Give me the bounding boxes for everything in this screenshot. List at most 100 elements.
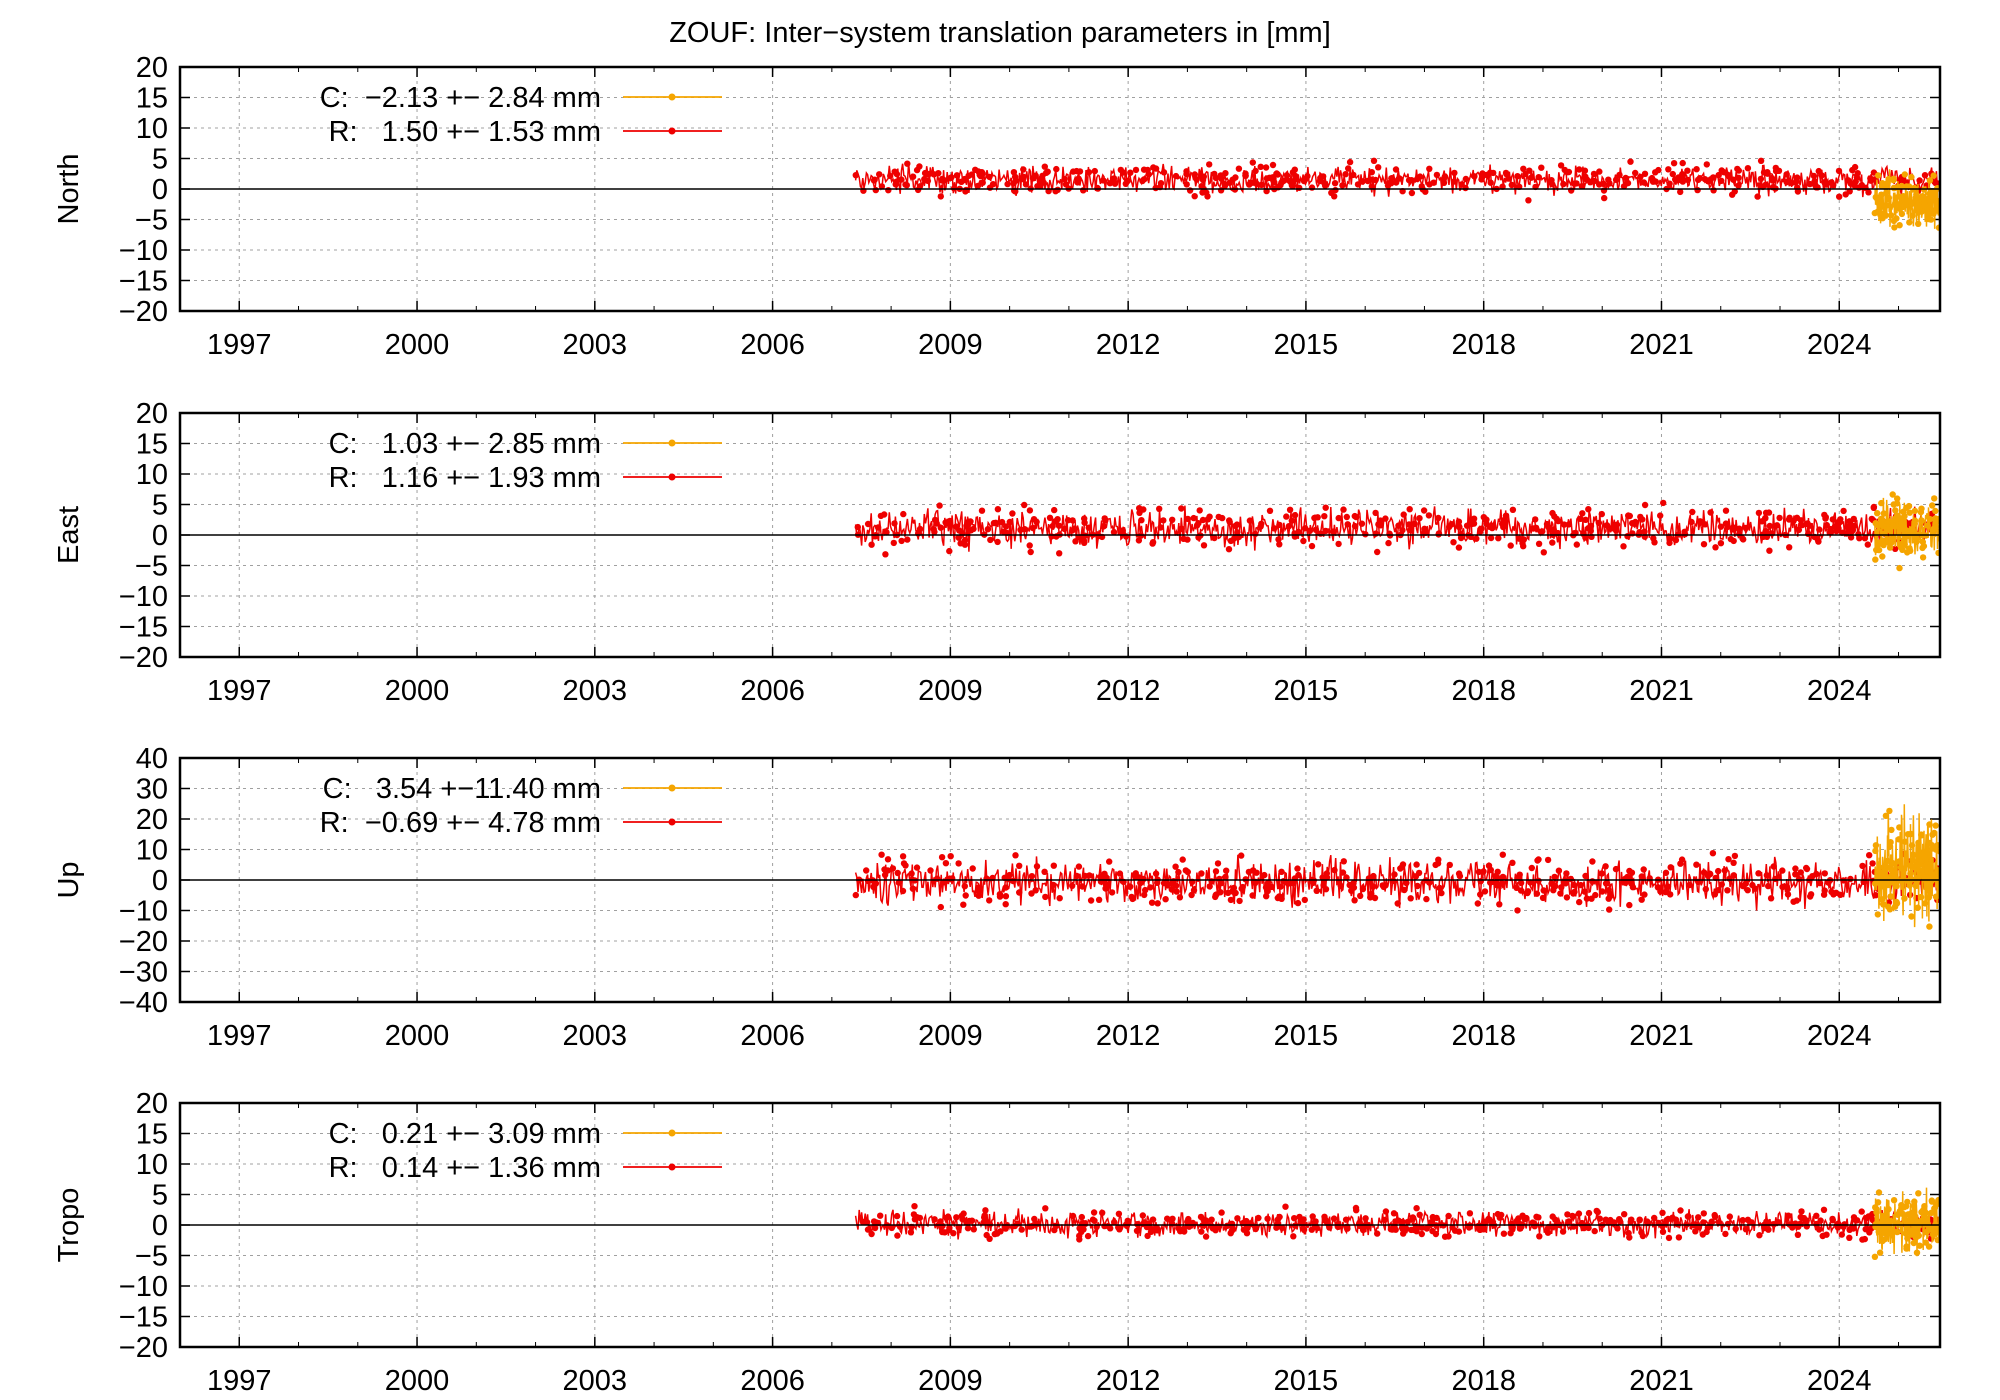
y-tick-label: 20 (136, 398, 168, 430)
data-point (1268, 883, 1275, 891)
data-point (1701, 521, 1709, 528)
data-point (1195, 534, 1202, 541)
data-point (1669, 1214, 1676, 1221)
data-point (1027, 548, 1034, 556)
data-point (1313, 1224, 1320, 1231)
data-point (1775, 1219, 1782, 1226)
data-point (1806, 180, 1814, 188)
series-C (1871, 1187, 1940, 1261)
data-point (1509, 506, 1517, 513)
data-point (1665, 166, 1672, 173)
x-tick-label: 2012 (1096, 1365, 1161, 1397)
y-axis-label: East (53, 506, 85, 564)
data-point (1805, 530, 1812, 537)
data-point (1385, 539, 1392, 547)
y-tick-label: −30 (119, 957, 168, 989)
data-point (1319, 874, 1326, 881)
data-point (1837, 516, 1844, 523)
data-point (1222, 873, 1229, 881)
data-point (1423, 1225, 1431, 1232)
data-point (1624, 533, 1631, 540)
data-point (1722, 1230, 1729, 1238)
x-tick-label: 2012 (1096, 1020, 1161, 1052)
data-point (1477, 528, 1484, 535)
x-tick-label: 2012 (1096, 329, 1161, 361)
data-point (1211, 170, 1218, 178)
data-point (1536, 1233, 1543, 1240)
data-point (1221, 182, 1229, 190)
data-point (1880, 541, 1887, 549)
data-point (1477, 891, 1484, 898)
data-point (1540, 887, 1547, 894)
data-point (1214, 860, 1222, 867)
data-point (1051, 506, 1058, 514)
data-point (1262, 164, 1270, 171)
data-point (1885, 1206, 1892, 1213)
series-C (1872, 804, 1940, 930)
data-point (1819, 1232, 1826, 1240)
data-point (1903, 1243, 1910, 1250)
data-point (864, 1226, 872, 1233)
data-point (1587, 522, 1595, 530)
x-tick-label: 2024 (1807, 329, 1872, 361)
data-point (1934, 185, 1940, 192)
data-point (1666, 539, 1673, 547)
data-point (1440, 179, 1448, 186)
data-point (1652, 178, 1660, 185)
data-point (1880, 883, 1887, 890)
data-point (1626, 901, 1633, 909)
data-point (1901, 1215, 1908, 1223)
data-point (1900, 196, 1908, 203)
data-point (902, 862, 909, 869)
data-point (1886, 1225, 1894, 1233)
data-point (1890, 522, 1897, 530)
data-point (1368, 176, 1375, 183)
data-point (1581, 167, 1589, 174)
data-point (1374, 548, 1381, 556)
legend-marker-R (668, 1163, 676, 1171)
data-point (1095, 532, 1102, 540)
data-point (1398, 1224, 1406, 1232)
data-point (1596, 181, 1603, 188)
data-point (1351, 897, 1358, 904)
series-C (1872, 491, 1940, 572)
data-point (1208, 1216, 1215, 1223)
data-point (1911, 507, 1919, 515)
data-point (1555, 867, 1563, 874)
y-tick-label: 20 (136, 804, 168, 836)
data-point (1370, 157, 1378, 164)
data-point (1099, 1209, 1106, 1217)
data-point (1915, 873, 1922, 881)
data-point (1926, 923, 1933, 930)
data-point (1918, 517, 1925, 524)
data-point (1596, 168, 1603, 175)
data-point (1078, 1213, 1086, 1221)
data-point (864, 520, 872, 528)
y-tick-label: 20 (136, 1088, 168, 1120)
data-point (1500, 1230, 1508, 1237)
data-point (1339, 869, 1347, 876)
data-point (1539, 528, 1546, 535)
data-point (1734, 165, 1741, 173)
data-point (1391, 871, 1398, 878)
data-point (1638, 896, 1645, 903)
data-point (1276, 893, 1283, 900)
x-tick-label: 2009 (918, 329, 983, 361)
data-point (1416, 173, 1424, 180)
data-point (1199, 516, 1207, 524)
data-point (1859, 862, 1866, 870)
data-point (1660, 499, 1667, 507)
data-point (1889, 491, 1896, 498)
data-point (878, 183, 886, 190)
data-point (1918, 208, 1925, 215)
y-axis-label: Tropo (53, 1188, 85, 1263)
data-point (1595, 519, 1603, 527)
data-point (1932, 507, 1939, 515)
data-point (1872, 880, 1879, 887)
data-point (1878, 499, 1885, 507)
data-point (1286, 178, 1294, 185)
data-point (1278, 1224, 1286, 1232)
data-point (1202, 1217, 1210, 1224)
data-point (1588, 895, 1595, 902)
data-point (1855, 531, 1862, 538)
